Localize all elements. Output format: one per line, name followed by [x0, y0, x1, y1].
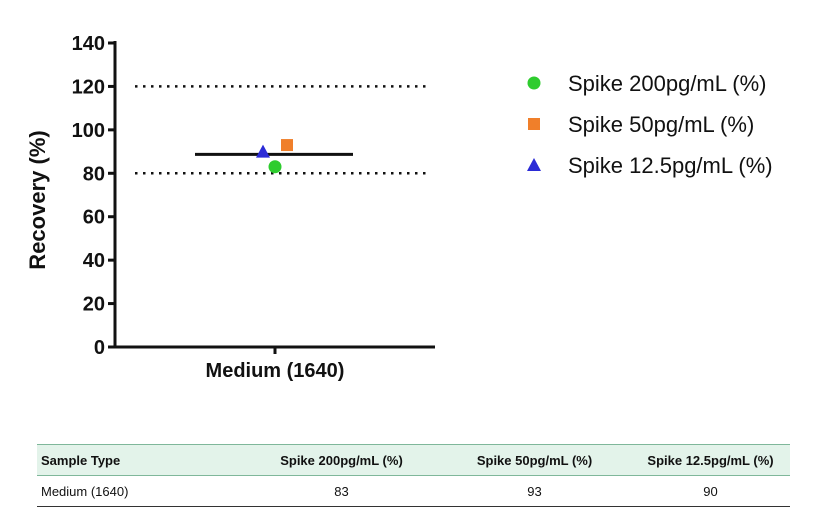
- y-tick-label: 80: [83, 163, 105, 185]
- header-spike-50: Spike 50pg/mL (%): [438, 444, 631, 476]
- data-point-square: [281, 139, 293, 152]
- y-tick-label: 40: [83, 250, 105, 272]
- data-point-circle: [268, 160, 282, 174]
- y-tick-label: 100: [72, 120, 105, 142]
- legend-label: Spike 12.5pg/mL (%): [568, 153, 773, 178]
- x-tick-label: Medium (1640): [206, 360, 345, 382]
- legend-marker-triangle: [527, 158, 541, 171]
- recovery-table: Sample Type Spike 200pg/mL (%) Spike 50p…: [37, 444, 790, 507]
- y-tick-label: 20: [83, 294, 105, 316]
- data-point-triangle: [256, 144, 270, 158]
- y-tick-label: 140: [72, 33, 105, 55]
- cell-spike-200: 83: [245, 475, 438, 507]
- legend-marker-square: [528, 118, 540, 130]
- y-tick-label: 0: [94, 337, 105, 359]
- header-sample-type: Sample Type: [37, 444, 245, 476]
- header-spike-12-5: Spike 12.5pg/mL (%): [631, 444, 790, 476]
- cell-spike-12-5: 90: [631, 475, 790, 507]
- table-row: Medium (1640) 83 93 90: [37, 475, 790, 507]
- recovery-chart: 0 20 40 60 80 100 120 140 Medium (1640) Recovery …: [25, 33, 773, 382]
- cell-spike-50: 93: [438, 475, 631, 507]
- y-tick-label: 120: [72, 76, 105, 98]
- legend-label: Spike 200pg/mL (%): [568, 71, 767, 96]
- y-axis-title: Recovery (%): [25, 130, 50, 269]
- cell-sample-type: Medium (1640): [37, 475, 245, 507]
- y-tick-label: 60: [83, 207, 105, 229]
- header-spike-200: Spike 200pg/mL (%): [245, 444, 438, 476]
- table-header-row: Sample Type Spike 200pg/mL (%) Spike 50p…: [37, 444, 790, 476]
- legend-label: Spike 50pg/mL (%): [568, 112, 754, 137]
- legend-marker-circle: [527, 76, 541, 90]
